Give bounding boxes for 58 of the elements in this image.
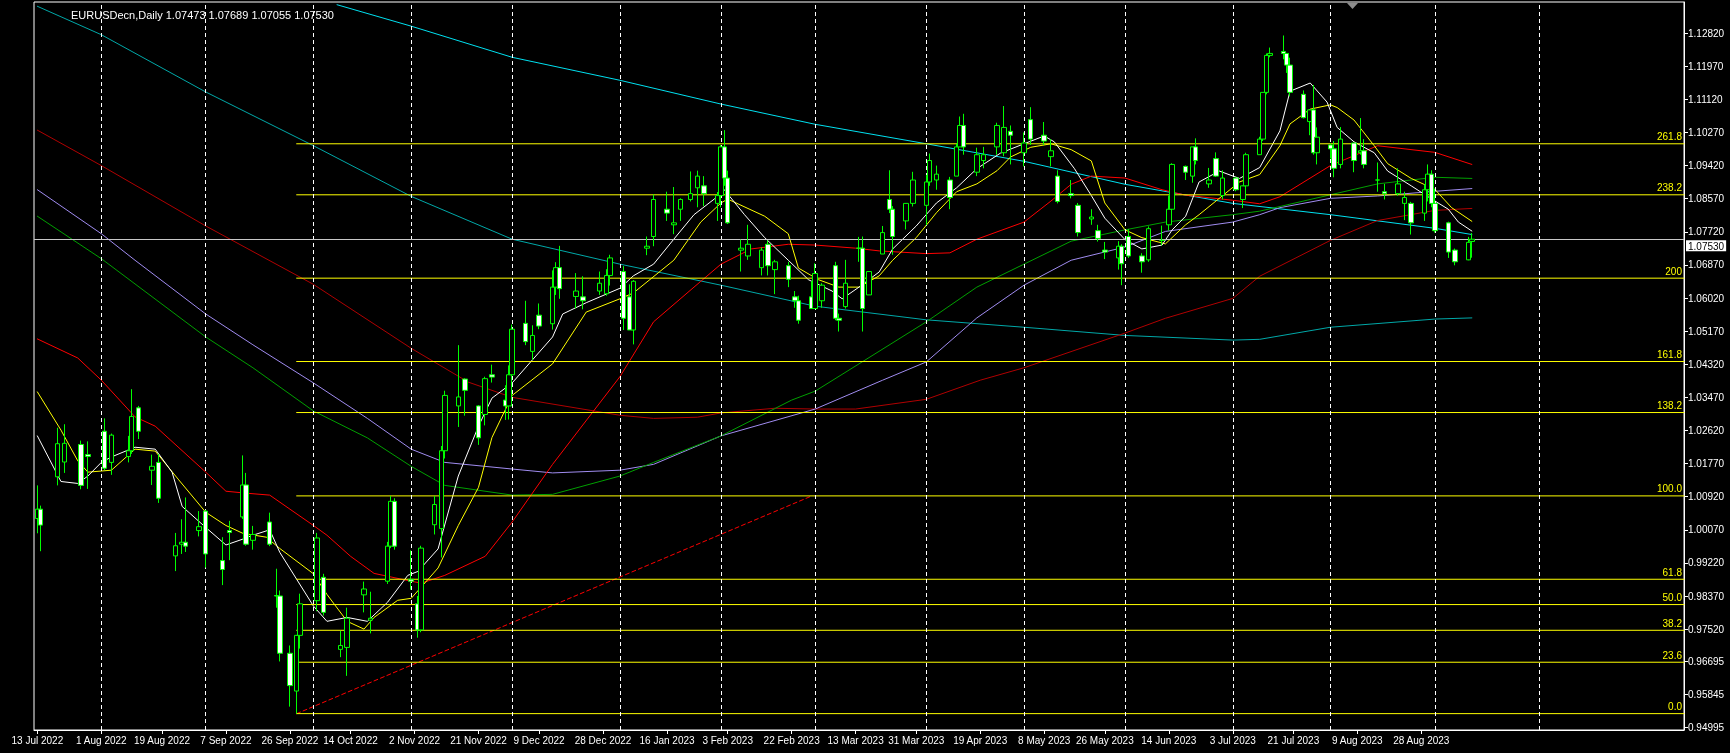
ref-line-label: 1.07530 <box>1688 240 1725 252</box>
x-tick-label: 31 Mar 2023 <box>888 734 945 746</box>
x-tick-label: 21 Nov 2022 <box>450 734 508 746</box>
series-label: 0.0 <box>1668 701 1683 713</box>
x-tick-label: 22 Feb 2023 <box>763 734 821 746</box>
x-tick-label: 13 Jul 2022 <box>11 734 64 746</box>
y-tick-label: 1.00920 <box>1688 491 1725 503</box>
y-tick-label: 1.05170 <box>1688 325 1725 337</box>
series-label: 50.0 <box>1662 592 1683 604</box>
y-tick-label: 1.01770 <box>1688 458 1725 470</box>
x-tick-label: 14 Jun 2023 <box>1141 734 1197 746</box>
x-tick-label: 9 Dec 2022 <box>513 734 566 746</box>
x-tick-label: 1 Aug 2022 <box>76 734 128 746</box>
y-tick-label: 0.99220 <box>1688 557 1725 569</box>
series-label: 61.8 <box>1662 566 1683 578</box>
x-tick-label: 2 Nov 2022 <box>388 734 441 746</box>
y-tick-label: 1.08570 <box>1688 193 1725 205</box>
x-tick-label: 21 Jul 2023 <box>1267 734 1320 746</box>
y-tick-label: 1.09420 <box>1688 160 1725 172</box>
y-tick-label: 1.12820 <box>1688 27 1725 39</box>
series-label: 161.8 <box>1656 349 1683 361</box>
x-tick-label: 28 Dec 2022 <box>574 734 632 746</box>
y-tick-label: 1.03470 <box>1688 391 1725 403</box>
y-tick-label: 1.11970 <box>1688 60 1724 72</box>
series-label: 38.2 <box>1662 617 1683 629</box>
y-tick-label: 0.98370 <box>1688 590 1725 602</box>
x-tick-label: 3 Jul 2023 <box>1209 734 1257 746</box>
series-label: 238.2 <box>1656 182 1683 194</box>
y-tick-label: 0.97520 <box>1688 623 1725 635</box>
y-tick-label: 1.10270 <box>1688 126 1725 138</box>
x-tick-label: 19 Apr 2023 <box>953 734 1008 746</box>
y-tick-label: 1.07720 <box>1688 226 1725 238</box>
y-tick-label: 0.94995 <box>1688 721 1725 733</box>
y-tick-label: 1.04320 <box>1688 358 1725 370</box>
series-label: 138.2 <box>1656 400 1683 412</box>
y-tick-label: 1.06870 <box>1688 259 1725 271</box>
x-tick-label: 19 Aug 2022 <box>133 734 191 746</box>
series-label: 261.8 <box>1656 131 1683 143</box>
series-label: 200 <box>1665 265 1683 277</box>
x-tick-label: 9 Aug 2023 <box>1332 734 1384 746</box>
x-tick-label: 3 Feb 2023 <box>702 734 754 746</box>
x-tick-label: 26 Sep 2022 <box>261 734 319 746</box>
x-tick-label: 7 Sep 2022 <box>200 734 252 746</box>
x-tick-label: 26 May 2023 <box>1075 734 1135 746</box>
x-tick-label: 16 Jan 2023 <box>639 734 696 746</box>
series-label: 23.6 <box>1662 649 1683 661</box>
y-tick-label: 1.06020 <box>1688 292 1725 304</box>
y-tick-label: 1.11120 <box>1688 93 1724 105</box>
series-label: 100.0 <box>1656 483 1683 495</box>
text: EURUSDecn,Daily 1.07473 1.07689 1.07055 1.07530 <box>71 8 334 21</box>
x-tick-label: 13 Mar 2023 <box>827 734 885 746</box>
y-tick-label: 1.00070 <box>1688 524 1725 536</box>
y-tick-label: 0.96695 <box>1688 655 1725 667</box>
y-tick-label: 0.95845 <box>1688 688 1725 700</box>
y-tick-label: 1.02620 <box>1688 424 1725 436</box>
x-tick-label: 14 Oct 2022 <box>323 734 379 746</box>
x-tick-label: 8 May 2023 <box>1018 734 1071 746</box>
x-tick-label: 28 Aug 2023 <box>1393 734 1450 746</box>
